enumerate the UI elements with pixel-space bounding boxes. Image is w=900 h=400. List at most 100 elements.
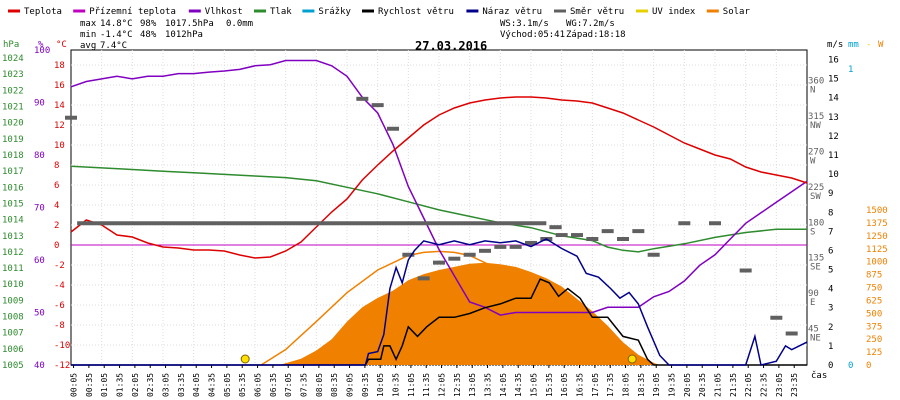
axis-tick-celsius: 0 xyxy=(54,241,59,251)
legend: Teplota Přízemní teplota Vlhkost Tlak Srážky… xyxy=(8,7,750,17)
axis-tick-celsius: 2 xyxy=(54,221,59,231)
axis-tick-dir-label: SW xyxy=(810,192,821,202)
x-tick-label: 17:05 xyxy=(591,373,600,397)
axis-tick-ms: 2 xyxy=(828,323,833,333)
x-tick-label: 13:35 xyxy=(484,373,493,397)
axis-tick-celsius: -8 xyxy=(54,321,65,331)
x-tick-label: 00:35 xyxy=(85,373,94,397)
axis-tick-dir: 135 xyxy=(808,254,824,264)
axis-tick-ms: 13 xyxy=(828,113,839,123)
x-tick-label: 22:35 xyxy=(760,373,769,397)
axis-tick-ms: 4 xyxy=(828,285,833,295)
axis-tick-dir: 45 xyxy=(808,325,819,335)
stat-ws: WS:3.1m/s xyxy=(500,19,549,29)
sunset-marker xyxy=(627,354,637,364)
axis-tick-ms: 6 xyxy=(828,246,833,256)
x-tick-label: 21:05 xyxy=(714,373,723,397)
axis-layer: 1024102310221021102010191018101710161015… xyxy=(2,46,888,397)
legend-label-windspeed: Rychlost větru xyxy=(378,7,454,17)
axis-tick-w: 1375 xyxy=(866,219,888,229)
x-tick-label: 13:05 xyxy=(468,373,477,397)
axis-tick-ms: 12 xyxy=(828,132,839,142)
axis-tick-dir-label: E xyxy=(810,298,815,308)
x-tick-label: 21:35 xyxy=(729,373,738,397)
stats-block: max 14.8°C 98% 1017.5hPa 0.0mm min -1.4°… xyxy=(80,19,626,51)
axis-unit-percent: % xyxy=(38,40,44,50)
x-tick-label: 20:05 xyxy=(683,373,692,397)
axis-tick-dir-label: N xyxy=(810,86,815,96)
stat-min-label: min xyxy=(80,30,96,40)
stat-min-hum: 48% xyxy=(140,30,157,40)
axis-tick-dir: 360 xyxy=(808,77,824,87)
x-tick-label: 08:05 xyxy=(315,373,324,397)
x-tick-label: 19:05 xyxy=(652,373,661,397)
x-tick-label: 04:05 xyxy=(192,373,201,397)
axis-tick-percent: 50 xyxy=(34,309,45,319)
axis-tick-dir: 180 xyxy=(808,218,824,228)
axis-tick-ms: 9 xyxy=(828,189,833,199)
x-tick-label: 00:05 xyxy=(70,373,79,397)
axis-tick-celsius: 6 xyxy=(54,181,59,191)
axis-tick-percent: 60 xyxy=(34,256,45,266)
axis-tick-hpa: 1005 xyxy=(2,361,24,371)
x-tick-label: 07:35 xyxy=(300,373,309,397)
x-tick-label: 01:35 xyxy=(116,373,125,397)
axis-tick-ms: 8 xyxy=(828,208,833,218)
x-tick-label: 14:35 xyxy=(514,373,523,397)
stat-max-label: max xyxy=(80,19,97,29)
axis-unit-ms: m/s xyxy=(827,40,843,50)
x-tick-label: 14:05 xyxy=(499,373,508,397)
x-tick-label: 17:35 xyxy=(606,373,615,397)
x-tick-label: 05:05 xyxy=(223,373,232,397)
axis-tick-percent: 100 xyxy=(34,46,50,56)
gust-line xyxy=(71,238,808,366)
axis-tick-celsius: 14 xyxy=(54,101,65,111)
stat-max-press: 1017.5hPa xyxy=(165,19,214,29)
stat-max-temp: 14.8°C xyxy=(100,19,133,29)
stat-wg: WG:7.2m/s xyxy=(566,19,615,29)
x-tick-label: 10:05 xyxy=(376,373,385,397)
axis-tick-dir: 225 xyxy=(808,183,824,193)
axis-tick-hpa: 1019 xyxy=(2,135,24,145)
axis-unit-uv: - xyxy=(866,40,871,50)
x-tick-label: 16:05 xyxy=(560,373,569,397)
x-tick-label: 16:35 xyxy=(576,373,585,397)
temperature-line xyxy=(70,96,808,259)
axis-tick-w: 1250 xyxy=(866,232,888,242)
x-tick-label: 03:35 xyxy=(177,373,186,397)
axis-unit-w: W xyxy=(878,40,884,50)
axis-tick-mm: 0 xyxy=(848,361,853,371)
axis-tick-ms: 15 xyxy=(828,75,839,85)
axis-tick-w: 125 xyxy=(866,348,882,358)
axis-tick-hpa: 1008 xyxy=(2,313,24,323)
x-tick-label: 06:35 xyxy=(269,373,278,397)
x-tick-label: 08:35 xyxy=(330,373,339,397)
stat-sunrise: Východ:05:41 xyxy=(500,30,565,40)
legend-label-feels: Přízemní teplota xyxy=(89,7,176,17)
axis-tick-hpa: 1011 xyxy=(2,264,24,274)
axis-tick-ms: 14 xyxy=(828,94,839,104)
x-tick-label: 09:05 xyxy=(346,373,355,397)
axis-tick-ms: 10 xyxy=(828,170,839,180)
axis-tick-percent: 40 xyxy=(34,361,45,371)
axis-tick-w: 0 xyxy=(866,361,871,371)
x-tick-label: 02:35 xyxy=(146,373,155,397)
x-tick-label: 11:05 xyxy=(407,373,416,397)
axis-tick-hpa: 1022 xyxy=(2,86,24,96)
x-tick-label: 02:05 xyxy=(131,373,140,397)
axis-tick-hpa: 1015 xyxy=(2,199,24,209)
axis-tick-dir: 315 xyxy=(808,112,824,122)
axis-tick-dir-label: NW xyxy=(810,121,821,131)
axis-tick-hpa: 1014 xyxy=(2,216,24,226)
stat-min-press: 1012hPa xyxy=(165,30,203,40)
x-tick-label: 05:35 xyxy=(238,373,247,397)
legend-label-pressure: Tlak xyxy=(270,7,292,17)
axis-tick-celsius: 12 xyxy=(54,121,65,131)
axis-tick-w: 500 xyxy=(866,309,882,319)
legend-label-temp: Teplota xyxy=(24,7,62,17)
stat-avg-temp: 7.4°C xyxy=(100,41,127,51)
series-layer xyxy=(65,59,808,366)
axis-tick-dir-label: NE xyxy=(810,334,821,344)
axis-tick-hpa: 1010 xyxy=(2,280,24,290)
